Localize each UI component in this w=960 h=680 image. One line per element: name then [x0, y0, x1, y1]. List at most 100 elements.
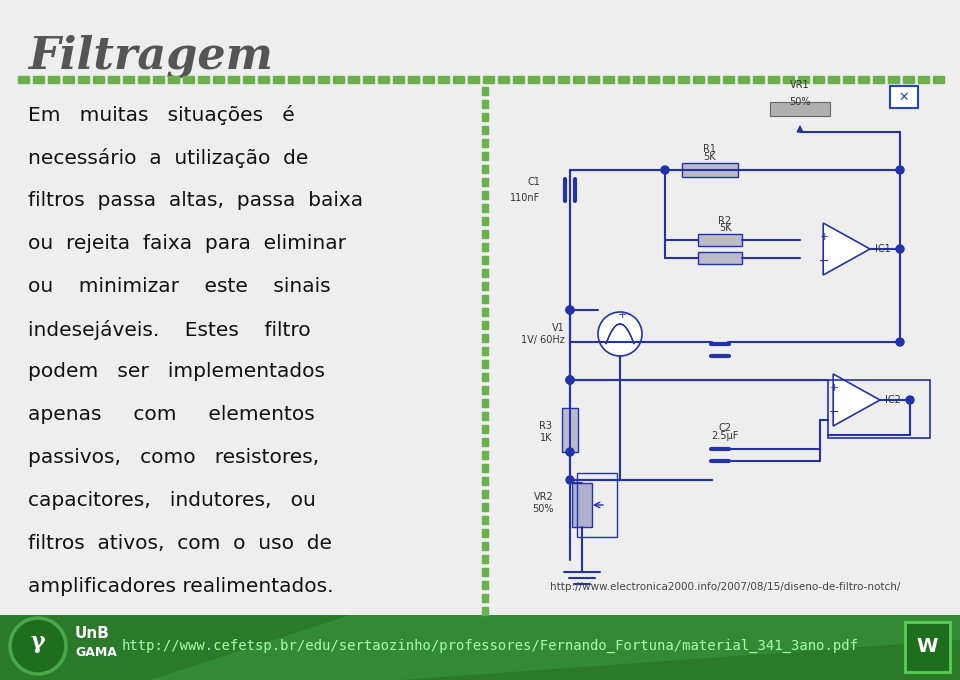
Bar [633, 75, 644, 82]
Text: passivos,   como   resistores,: passivos, como resistores, [28, 448, 320, 467]
Bar [738, 75, 749, 82]
Text: −: − [828, 405, 839, 418]
Bar [303, 75, 314, 82]
Text: ou  rejeita  faixa  para  eliminar: ou rejeita faixa para eliminar [28, 234, 346, 253]
Bar [393, 75, 404, 82]
Bar [905, 622, 950, 672]
Bar [482, 490, 488, 498]
Bar [888, 75, 899, 82]
Bar [618, 75, 629, 82]
Bar [648, 75, 659, 82]
Bar [813, 75, 824, 82]
Bar [482, 256, 488, 264]
Text: UnB: UnB [75, 626, 109, 641]
Bar [482, 425, 488, 433]
Bar [482, 607, 488, 615]
Polygon shape [833, 374, 880, 426]
Bar [482, 217, 488, 225]
Bar [482, 152, 488, 160]
Bar [482, 282, 488, 290]
Bar [482, 438, 488, 446]
Bar [577, 473, 617, 537]
Text: 50%: 50% [789, 97, 811, 107]
Bar [682, 163, 738, 177]
Polygon shape [150, 615, 960, 680]
Bar [333, 75, 344, 82]
Bar [828, 75, 839, 82]
Bar [482, 399, 488, 407]
Bar [482, 386, 488, 394]
Bar [453, 75, 464, 82]
Bar [482, 100, 488, 108]
Bar [48, 75, 59, 82]
Text: IC2: IC2 [885, 395, 900, 405]
Bar [562, 408, 578, 452]
Text: podem   ser   implementados: podem ser implementados [28, 362, 325, 381]
Bar [482, 594, 488, 602]
Text: +: + [617, 310, 627, 320]
Bar [138, 75, 149, 82]
Text: 1V/ 60Hz: 1V/ 60Hz [521, 335, 565, 345]
Text: GAMA: GAMA [75, 645, 117, 658]
Text: 50%: 50% [533, 504, 554, 514]
Bar [482, 113, 488, 121]
Text: 5K: 5K [719, 223, 732, 233]
Bar [798, 75, 809, 82]
Bar [783, 75, 794, 82]
Bar [0, 615, 960, 680]
Bar [572, 483, 592, 527]
Bar [482, 165, 488, 173]
Text: W: W [916, 638, 938, 656]
Bar [348, 75, 359, 82]
Bar [273, 75, 284, 82]
Bar [258, 75, 269, 82]
Text: 2.5µF: 2.5µF [711, 431, 738, 441]
Bar [753, 75, 764, 82]
Text: indesejáveis.    Estes    filtro: indesejáveis. Estes filtro [28, 320, 311, 339]
Bar [482, 295, 488, 303]
Bar [33, 75, 44, 82]
Bar [438, 75, 449, 82]
Circle shape [906, 396, 914, 404]
Circle shape [566, 448, 574, 456]
Bar [770, 102, 830, 116]
Bar [482, 542, 488, 550]
Bar [378, 75, 389, 82]
Bar [588, 75, 599, 82]
Bar [243, 75, 254, 82]
Bar [482, 243, 488, 251]
Bar [482, 269, 488, 277]
Text: R2: R2 [718, 216, 732, 226]
Text: apenas     com     elementos: apenas com elementos [28, 405, 315, 424]
Text: +: + [819, 232, 828, 242]
Bar [482, 230, 488, 238]
Bar [698, 234, 742, 246]
Bar [498, 75, 509, 82]
Text: −: − [819, 254, 829, 267]
Circle shape [896, 166, 904, 174]
Bar [482, 126, 488, 134]
Bar [828, 380, 930, 438]
Bar [482, 360, 488, 368]
Bar [482, 568, 488, 576]
Bar [933, 75, 944, 82]
Text: 1K: 1K [540, 433, 552, 443]
Bar [698, 252, 742, 264]
Circle shape [566, 376, 574, 384]
Bar [513, 75, 524, 82]
Bar [482, 477, 488, 485]
Bar [198, 75, 209, 82]
Text: VR2: VR2 [535, 492, 554, 502]
Bar [288, 75, 299, 82]
Circle shape [598, 312, 642, 356]
Text: C2: C2 [718, 423, 732, 433]
Circle shape [896, 338, 904, 346]
Circle shape [566, 306, 574, 314]
Bar [918, 75, 929, 82]
Bar [558, 75, 569, 82]
Bar [482, 464, 488, 472]
Circle shape [10, 618, 66, 674]
Bar [482, 308, 488, 316]
Bar [482, 516, 488, 524]
Bar [123, 75, 134, 82]
